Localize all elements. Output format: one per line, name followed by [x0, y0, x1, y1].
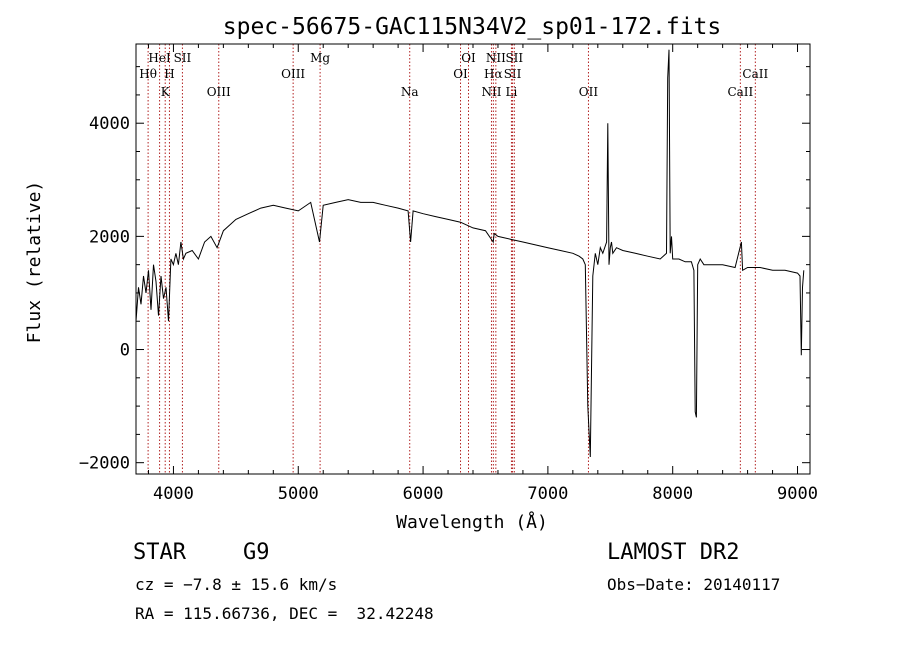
line-marker-label: OI	[453, 67, 468, 81]
line-marker-label: NII	[481, 85, 501, 99]
line-marker-label: SII	[504, 67, 522, 81]
object-class: STAR	[133, 540, 186, 565]
obs-date: Obs−Date: 20140117	[607, 575, 781, 594]
line-marker-label: CaII	[727, 85, 753, 99]
x-tick-label: 8000	[652, 484, 693, 504]
spectrum-line	[135, 49, 805, 458]
line-marker-label: CaII	[742, 67, 768, 81]
line-marker-label: NII	[486, 51, 506, 65]
x-tick-label: 6000	[403, 484, 444, 504]
y-tick-label: 4000	[89, 114, 130, 134]
y-tick-label: 2000	[89, 227, 130, 247]
spectral-line-markers: HθHeIKHSIIOIIIOIIIMgNaOIOINIIHαNIILiSIIS…	[139, 44, 768, 474]
x-tick-label: 9000	[777, 484, 818, 504]
line-marker-label: OIII	[281, 67, 305, 81]
y-tick-label: −2000	[79, 454, 130, 474]
line-marker-label: Hα	[484, 67, 503, 81]
object-subclass: G9	[243, 540, 270, 565]
x-tick-label: 7000	[527, 484, 568, 504]
x-tick-label: 5000	[278, 484, 319, 504]
survey-name: LAMOST DR2	[607, 540, 740, 565]
line-marker-label: OI	[461, 51, 476, 65]
x-axis-label: Wavelength (Å)	[396, 511, 548, 533]
line-marker-label: Mg	[310, 51, 330, 65]
series-layer	[135, 49, 805, 458]
line-marker-label: SII	[174, 51, 192, 65]
line-marker-label: H	[164, 67, 174, 81]
y-tick-label: 0	[120, 341, 130, 361]
line-marker-label: SII	[505, 51, 523, 65]
redshift-text: cz = −7.8 ± 15.6 km/s	[135, 575, 338, 594]
coordinates: RA = 115.66736, DEC = 32.42248	[135, 604, 434, 623]
chart-title: spec-56675-GAC115N34V2_sp01-172.fits	[223, 14, 722, 40]
line-marker-label: HeI	[148, 51, 171, 65]
plot-frame	[135, 43, 811, 475]
x-tick-label: 4000	[153, 484, 194, 504]
line-marker-label: OII	[579, 85, 599, 99]
line-marker-label: OIII	[207, 85, 231, 99]
line-marker-label: K	[161, 85, 171, 99]
axis-ticks: 4000 5000 6000 7000 8000 9000 −2000 0 2000 4000	[79, 44, 818, 504]
line-marker-label: Li	[506, 85, 518, 99]
line-marker-label: Na	[401, 85, 419, 99]
line-marker-label: Hθ	[139, 67, 157, 81]
y-axis-label: Flux (relative)	[24, 181, 45, 344]
